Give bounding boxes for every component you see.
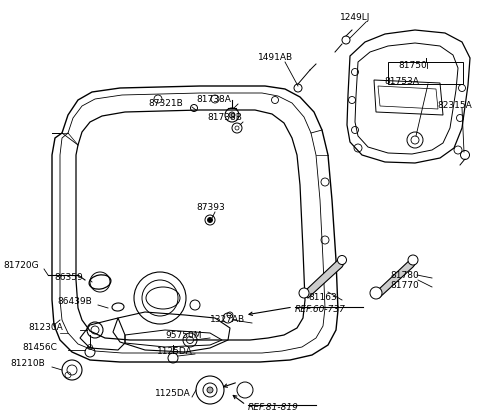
- Circle shape: [229, 112, 235, 118]
- Text: 86439B: 86439B: [57, 298, 92, 306]
- Text: 81230A: 81230A: [28, 323, 63, 331]
- Text: 81456C: 81456C: [22, 344, 57, 352]
- Text: 87321B: 87321B: [148, 99, 183, 107]
- Bar: [388, 62, 463, 84]
- Text: 81738A: 81738A: [196, 95, 231, 104]
- Text: 86359: 86359: [54, 273, 83, 281]
- Circle shape: [207, 217, 213, 222]
- Text: 1249LJ: 1249LJ: [340, 13, 371, 23]
- Polygon shape: [374, 258, 417, 298]
- Text: 81780: 81780: [390, 270, 419, 280]
- Text: 1125DA: 1125DA: [155, 388, 191, 398]
- Text: 81770: 81770: [390, 280, 419, 290]
- Text: 1327AB: 1327AB: [210, 316, 245, 324]
- Circle shape: [408, 255, 418, 265]
- Text: REF.81-819: REF.81-819: [248, 403, 299, 412]
- Text: 1491AB: 1491AB: [258, 54, 293, 63]
- Text: 95750M: 95750M: [165, 331, 202, 341]
- Polygon shape: [302, 258, 345, 298]
- Text: 1125DA: 1125DA: [157, 347, 193, 357]
- Circle shape: [337, 255, 347, 265]
- Circle shape: [299, 288, 309, 298]
- Text: REF.60-737: REF.60-737: [295, 305, 346, 314]
- Circle shape: [370, 287, 382, 299]
- Circle shape: [207, 387, 213, 393]
- Text: 82315A: 82315A: [437, 100, 472, 110]
- Text: 81753A: 81753A: [384, 77, 419, 87]
- Text: 81210B: 81210B: [10, 359, 45, 369]
- Text: 81738B: 81738B: [207, 114, 242, 122]
- Text: 81163: 81163: [308, 293, 337, 303]
- Text: 81720G: 81720G: [3, 260, 38, 270]
- Text: 81750: 81750: [398, 61, 427, 69]
- Text: 87393: 87393: [196, 204, 225, 212]
